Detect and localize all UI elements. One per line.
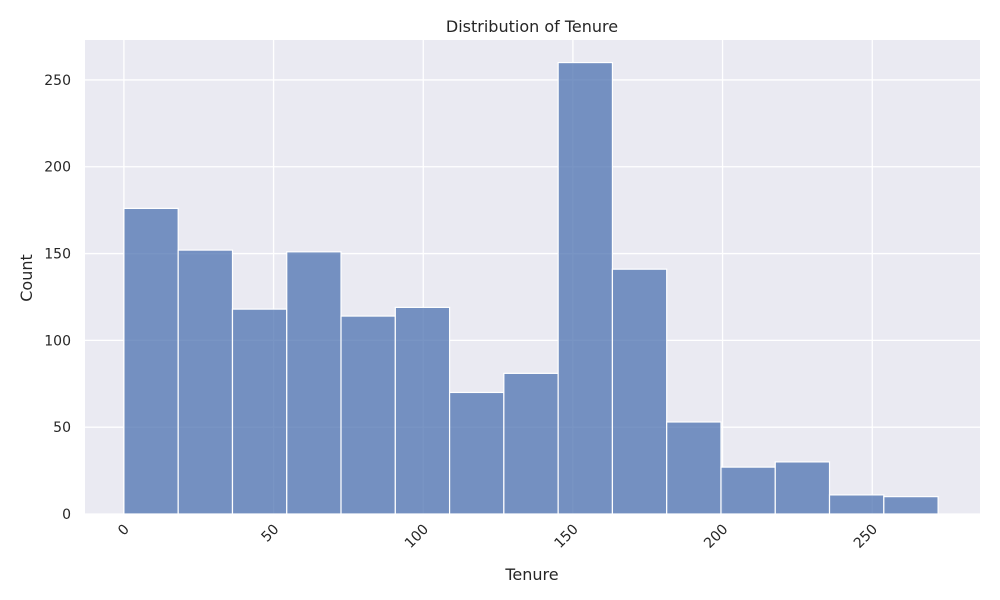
- histogram-bar: [448, 391, 505, 515]
- chart-title: Distribution of Tenure: [446, 17, 618, 36]
- y-tick-label: 0: [62, 507, 71, 523]
- histogram-bar: [828, 494, 885, 515]
- y-axis-title: Count: [17, 254, 36, 302]
- histogram-bar: [774, 461, 831, 515]
- histogram-bar: [557, 61, 614, 515]
- histogram-bar: [177, 249, 234, 515]
- histogram-bar: [340, 315, 396, 515]
- y-tick-label: 200: [44, 160, 71, 176]
- bars: [123, 61, 939, 515]
- x-tick-label: 150: [552, 522, 582, 552]
- x-tick-label: 200: [701, 522, 731, 552]
- histogram-bar: [394, 306, 451, 515]
- y-tick-label: 150: [44, 247, 71, 263]
- x-tick-label: 0: [115, 522, 133, 540]
- x-axis-title: Tenure: [504, 565, 558, 584]
- x-tick-label: 100: [402, 522, 432, 552]
- histogram-bar: [611, 268, 668, 515]
- histogram-bar: [286, 251, 342, 515]
- histogram-bar: [123, 207, 179, 515]
- y-axis-ticks: 0 50 100 150 200 250: [44, 73, 71, 523]
- histogram-bar: [231, 308, 288, 515]
- histogram-bar: [666, 421, 722, 515]
- x-tick-label: 250: [851, 522, 881, 552]
- histogram-bar: [883, 496, 939, 515]
- y-tick-label: 100: [44, 333, 71, 349]
- x-tick-label: 50: [258, 522, 282, 546]
- histogram-bar: [503, 372, 559, 515]
- histogram-bar: [720, 466, 776, 515]
- y-tick-label: 50: [53, 420, 71, 436]
- y-tick-label: 250: [44, 73, 71, 89]
- x-axis-ticks: 0 50 100 150 200 250: [115, 522, 881, 552]
